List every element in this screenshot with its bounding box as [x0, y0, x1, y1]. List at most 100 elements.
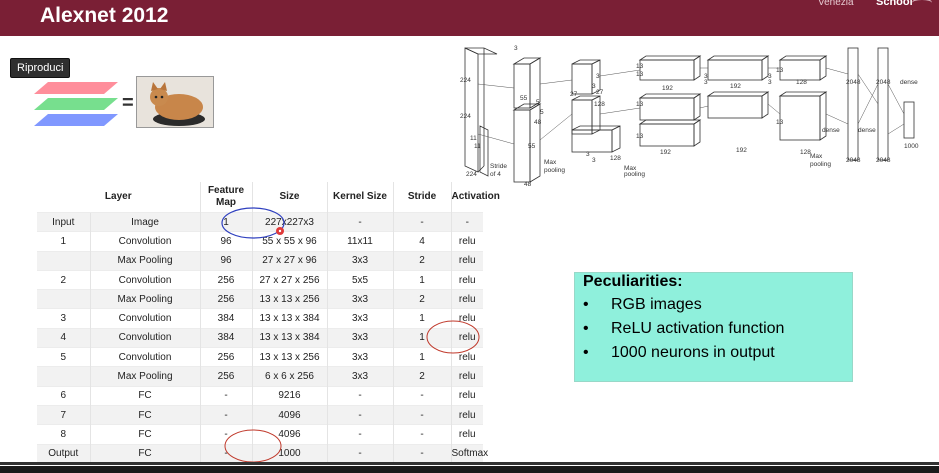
cell-layer-type: FC: [89, 443, 200, 463]
table-row: 7 FC -4096- - relu: [37, 404, 483, 425]
diagram-label: 1000: [904, 143, 919, 150]
cell-layer-number: 1: [37, 231, 90, 252]
cell-stride: 2: [392, 289, 451, 309]
diagram-label: 3: [592, 157, 596, 164]
cell-layer-number: 5: [37, 347, 90, 367]
diagram-label: pooling: [544, 167, 565, 174]
layers-table-container: Layer Feature Map Size Kernel Size Strid…: [37, 182, 500, 463]
cell-layer-type: Convolution: [89, 231, 200, 252]
cell-size: 6 x 6 x 256: [251, 366, 327, 387]
header-activation: Activation: [450, 182, 500, 213]
diagram-label: 3: [514, 45, 518, 52]
cell-feature-map: 256: [199, 366, 252, 387]
cell-layer-number: [37, 366, 90, 387]
cell-size: 13 x 13 x 384: [251, 308, 327, 329]
cell-layer-number: [37, 289, 90, 309]
diagram-label: 192: [736, 147, 747, 154]
cell-stride: -: [392, 424, 451, 445]
cell-stride: 4: [392, 231, 451, 252]
cell-layer-type: Convolution: [89, 269, 200, 290]
table-row: Max Pooling 256 6 x 6 x 256 3x3 2 relu: [37, 366, 483, 387]
diagram-label: Max: [624, 165, 637, 172]
diagram-label: 3: [704, 73, 708, 80]
cell-layer-type: Max Pooling: [89, 250, 200, 271]
peculiarities-box: Peculiarities: • RGB images • ReLU activat…: [574, 272, 853, 382]
table-row: Input Image 1 227x227x3- - -: [37, 211, 483, 232]
list-item: • ReLU activation function: [583, 317, 784, 341]
cell-stride: 1: [392, 269, 451, 290]
red-circle-annotation-output: [224, 429, 282, 463]
cell-stride: 1: [392, 347, 451, 367]
peculiarities-list: • RGB images • ReLU activation function • 1…: [583, 293, 784, 365]
cell-feature-map: 384: [199, 327, 252, 348]
list-item-text: ReLU activation function: [611, 320, 785, 337]
cell-stride: 2: [392, 250, 451, 271]
diagram-label: 13: [636, 101, 644, 108]
cell-stride: -: [392, 385, 451, 406]
cell-activation: Softmax: [450, 443, 488, 463]
table-row: 2 Convolution 256 27 x 27 x 256 5x5 1 relu: [37, 269, 483, 290]
cell-size: 4096: [251, 424, 327, 445]
rgb-layers-icon: [34, 82, 118, 126]
cell-feature-map: -: [199, 443, 252, 463]
diagram-label: 128: [610, 155, 621, 162]
cell-layer-number: Input: [37, 211, 90, 232]
diagram-label: pooling: [624, 171, 645, 178]
cell-feature-map: 384: [199, 308, 252, 329]
cell-size: 55 x 55 x 96: [251, 231, 327, 252]
cell-kernel-size: 5x5: [326, 269, 393, 290]
cell-layer-type: FC: [89, 404, 200, 425]
header-venezia-text: Venezia: [818, 0, 854, 8]
diagram-label: 128: [796, 79, 807, 86]
diagram-label: 2048: [876, 79, 891, 86]
diagram-label: 48: [534, 119, 542, 126]
cell-activation: relu: [450, 404, 483, 425]
header-kernel-size: Kernel Size: [326, 182, 393, 213]
cell-size: 27 x 27 x 256: [251, 269, 327, 290]
diagram-label: Max: [544, 159, 557, 166]
cell-activation: relu: [450, 308, 483, 329]
cell-size: 27 x 27 x 96: [251, 250, 327, 271]
table-row: 1 Convolution 96 55 x 55 x 96 11x11 4 relu: [37, 231, 483, 252]
diagram-label: 2048: [876, 157, 891, 164]
cell-kernel-size: 11x11: [326, 231, 393, 252]
list-item: • RGB images: [583, 293, 784, 317]
header-stride: Stride: [392, 182, 451, 213]
list-item: • 1000 neurons in output: [583, 341, 784, 365]
cell-stride: 2: [392, 366, 451, 387]
diagram-label: Max: [810, 153, 823, 160]
cell-feature-map: 1: [199, 211, 252, 232]
red-circle-annotation-relu: [426, 320, 480, 354]
bottom-bar: [0, 466, 939, 473]
cell-layer-type: Convolution: [89, 327, 200, 348]
diagram-label: 3: [768, 79, 772, 86]
cell-activation: relu: [450, 327, 483, 348]
cell-activation: relu: [450, 366, 483, 387]
diagram-label: 192: [660, 149, 671, 156]
cell-feature-map: 256: [199, 269, 252, 290]
layers-table: Layer Feature Map Size Kernel Size Strid…: [37, 182, 500, 463]
diagram-label: dense: [858, 127, 876, 134]
list-item-text: RGB images: [611, 296, 702, 313]
cell-feature-map: -: [199, 404, 252, 425]
bottom-divider: [0, 462, 939, 465]
cell-stride: -: [392, 211, 451, 232]
cell-layer-type: Max Pooling: [89, 366, 200, 387]
diagram-label: dense: [822, 127, 840, 134]
diagram-label: 3: [704, 79, 708, 86]
cell-kernel-size: -: [326, 424, 393, 445]
cell-layer-type: FC: [89, 385, 200, 406]
diagram-label: 13: [776, 67, 784, 74]
slide-header: Alexnet 2012 Venezia School: [0, 0, 939, 36]
diagram-label: Stride: [490, 163, 507, 170]
diagram-label: 2048: [846, 79, 861, 86]
diagram-label: 11: [474, 143, 481, 150]
diagram-label: 224: [460, 113, 471, 120]
header-size: Size: [251, 182, 327, 213]
cell-activation: relu: [450, 347, 483, 367]
diagram-label: 13: [636, 133, 644, 140]
cell-kernel-size: -: [326, 211, 393, 232]
cell-layer-number: 6: [37, 385, 90, 406]
play-tooltip: Riproduci: [10, 58, 71, 78]
diagram-label: dense: [900, 79, 918, 86]
